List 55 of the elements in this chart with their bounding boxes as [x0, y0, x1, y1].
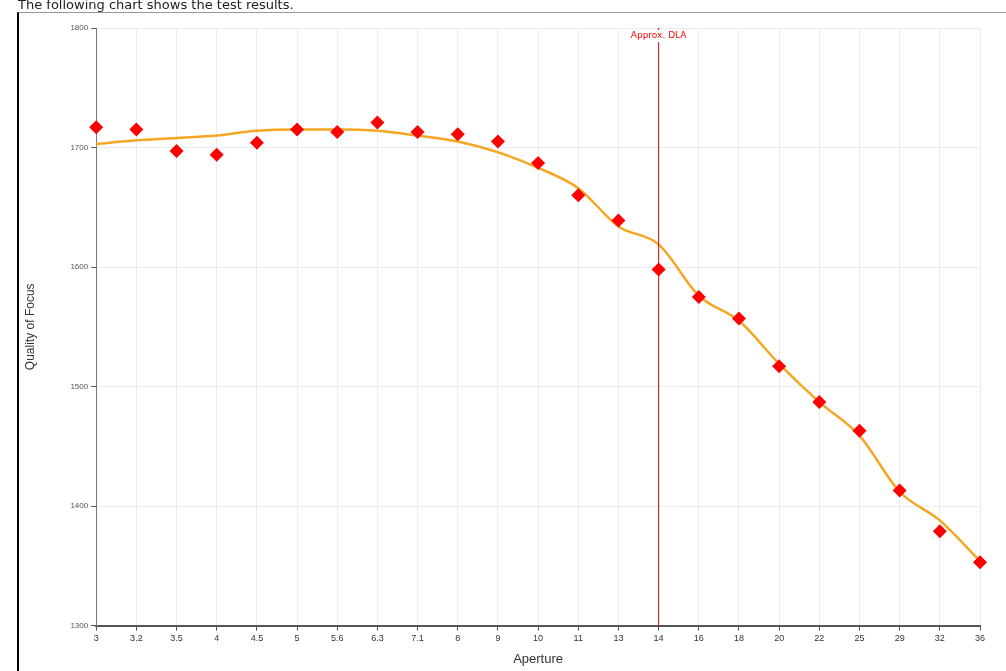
chart-title: The following chart shows the test results.: [18, 0, 294, 12]
y-tick-label: 1800: [70, 23, 89, 33]
x-tick-label: 22: [814, 633, 825, 644]
point: [490, 134, 505, 149]
point: [691, 289, 706, 304]
x-tick-label: 29: [894, 633, 905, 644]
point: [852, 423, 867, 438]
point: [209, 147, 224, 162]
x-tick-label: 7.1: [411, 633, 424, 644]
x-tick-label: 16: [693, 633, 704, 644]
point: [611, 213, 626, 228]
point: [571, 188, 586, 203]
y-tick-label: 1300: [70, 620, 89, 630]
point: [249, 135, 264, 150]
point: [892, 483, 907, 498]
x-tick-label: 20: [774, 633, 785, 644]
point: [531, 156, 546, 171]
x-tick-label: 3: [93, 633, 99, 644]
point: [370, 115, 385, 130]
x-tick-label: 3.5: [170, 633, 183, 644]
ref-line-label: Approx. DLA: [630, 29, 688, 40]
point: [290, 122, 305, 137]
point: [812, 395, 827, 410]
point: [169, 144, 184, 159]
x-tick-label: 9: [495, 633, 501, 644]
x-tick-label: 4.5: [250, 633, 264, 644]
x-tick-label: 5: [294, 633, 300, 644]
x-tick-label: 10: [533, 633, 544, 644]
point: [772, 359, 787, 374]
y-tick-label: 1500: [70, 381, 89, 391]
x-tick-label: 5.6: [330, 633, 344, 644]
x-tick-label: 25: [854, 633, 865, 644]
x-tick-label: 4: [214, 633, 220, 644]
y-tick-label: 1600: [70, 262, 89, 272]
x-tick-label: 8: [455, 633, 461, 644]
point: [330, 124, 345, 139]
x-tick-label: 11: [573, 633, 583, 644]
x-tick-label: 3.2: [130, 633, 143, 644]
point: [973, 555, 987, 570]
point: [450, 127, 465, 142]
point: [410, 124, 425, 139]
x-tick-label: 32: [934, 633, 945, 644]
x-tick-label: 36: [974, 633, 986, 644]
x-tick-label: 6.3: [371, 633, 384, 644]
y-tick-label: 1700: [70, 142, 89, 152]
point: [932, 524, 947, 539]
x-tick-label: 13: [613, 633, 624, 644]
x-axis-title: Aperture: [513, 650, 564, 666]
point: [731, 311, 746, 326]
point: [89, 120, 104, 135]
y-axis-title: Quality of Focus: [22, 283, 37, 371]
y-tick-label: 1400: [70, 501, 89, 511]
x-tick-label: 14: [653, 633, 664, 644]
x-tick-label: 18: [733, 633, 744, 644]
point: [129, 122, 144, 137]
